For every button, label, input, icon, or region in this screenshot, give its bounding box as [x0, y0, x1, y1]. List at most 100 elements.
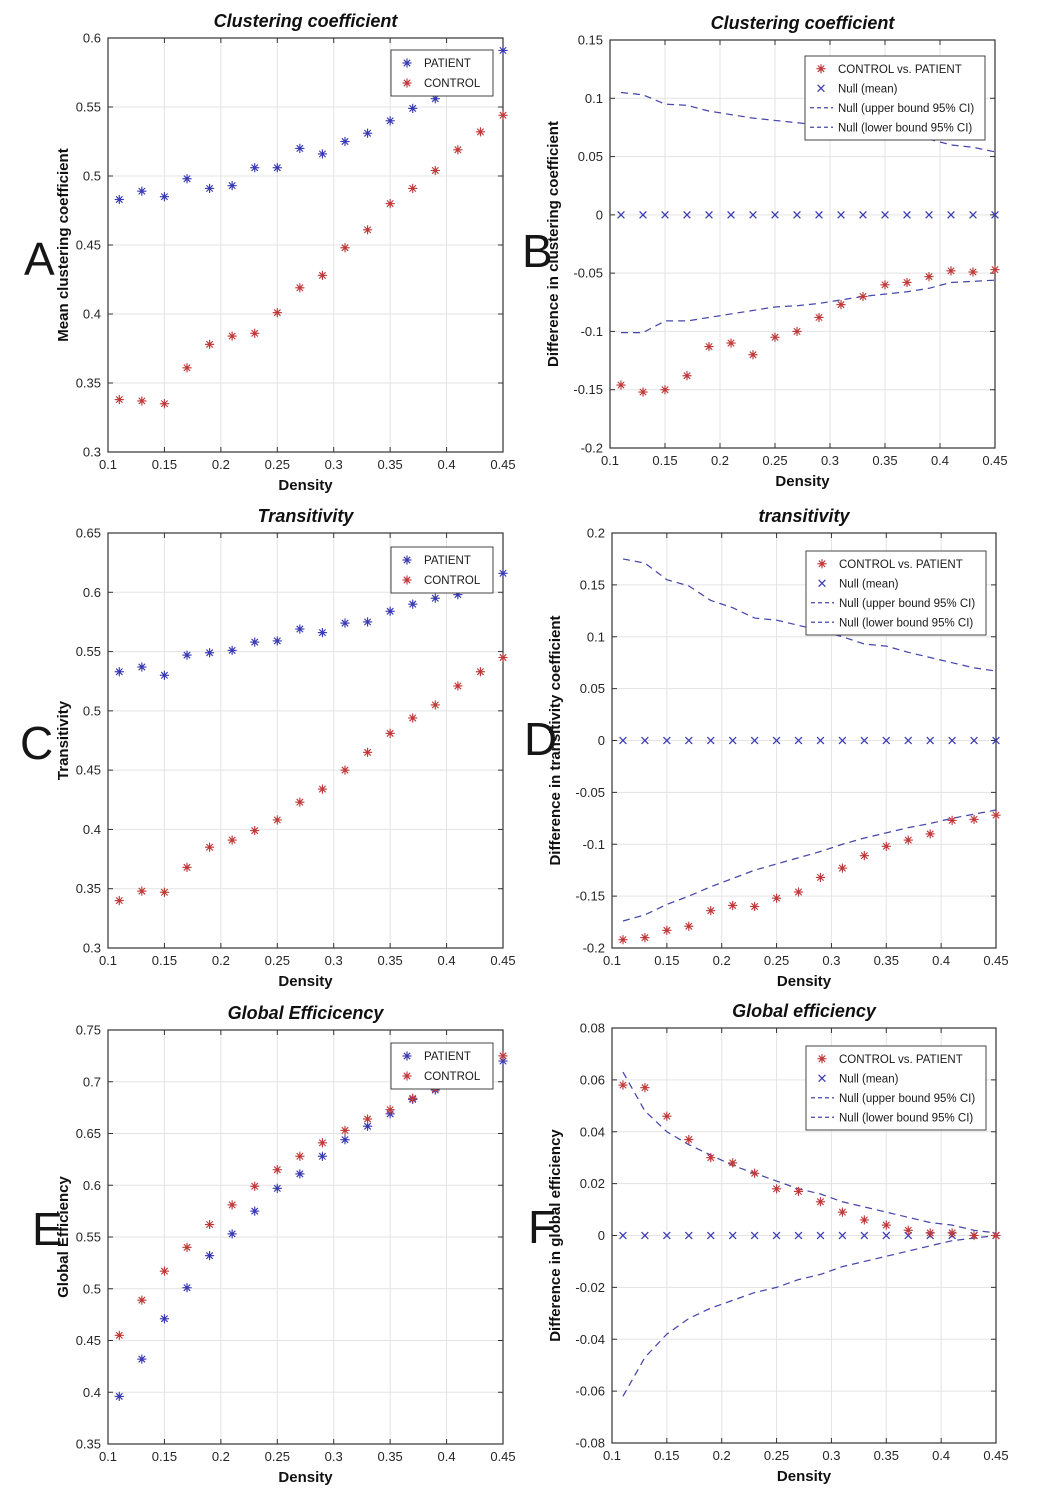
panel-f-global-efficiency-difference-chart: 0.1 0.15 0.2 0.25 0.3 0.35 0.4 0.45 -0.08 -0.06 -0… [547, 1001, 1009, 1485]
svg-text:CONTROL: CONTROL [424, 575, 481, 587]
svg-text:0.45: 0.45 [490, 953, 515, 968]
svg-text:0.4: 0.4 [83, 307, 101, 322]
svg-text:0.3: 0.3 [821, 453, 839, 468]
svg-text:CONTROL vs. PATIENT: CONTROL vs. PATIENT [839, 559, 963, 571]
svg-text:Density: Density [278, 477, 333, 494]
svg-text:0.35: 0.35 [76, 376, 101, 391]
panel-label-b: B [522, 225, 553, 277]
svg-text:0.45: 0.45 [982, 453, 1007, 468]
svg-text:Null (upper bound 95% CI): Null (upper bound 95% CI) [839, 1093, 975, 1105]
svg-text:0.1: 0.1 [603, 1448, 621, 1463]
svg-text:0.4: 0.4 [83, 822, 101, 837]
svg-text:0.2: 0.2 [711, 453, 729, 468]
svg-text:-0.05: -0.05 [573, 266, 603, 281]
svg-text:0.1: 0.1 [601, 453, 619, 468]
svg-text:0.4: 0.4 [931, 453, 949, 468]
svg-text:Null (mean): Null (mean) [839, 578, 899, 590]
svg-text:PATIENT: PATIENT [424, 1051, 471, 1063]
svg-text:0.45: 0.45 [490, 457, 515, 472]
svg-text:0.65: 0.65 [76, 1126, 101, 1141]
svg-text:0.2: 0.2 [713, 953, 731, 968]
svg-text:Mean clustering coefficient: Mean clustering coefficient [55, 148, 72, 341]
svg-text:CONTROL vs. PATIENT: CONTROL vs. PATIENT [838, 64, 962, 76]
svg-text:Density: Density [278, 1469, 333, 1486]
panel-label-f: F [528, 1201, 557, 1253]
svg-text:0.2: 0.2 [587, 526, 605, 541]
svg-text:0.25: 0.25 [265, 1449, 290, 1464]
svg-text:0.06: 0.06 [580, 1072, 605, 1087]
svg-text:0.3: 0.3 [325, 953, 343, 968]
svg-text:0.55: 0.55 [76, 644, 101, 659]
svg-text:CONTROL vs. PATIENT: CONTROL vs. PATIENT [839, 1054, 963, 1066]
svg-text:0.55: 0.55 [76, 1230, 101, 1245]
svg-text:0.5: 0.5 [83, 703, 101, 718]
svg-text:0.25: 0.25 [762, 453, 787, 468]
panel-label-a: A [24, 233, 55, 285]
svg-text:0.2: 0.2 [212, 953, 230, 968]
svg-text:Transitivity: Transitivity [55, 700, 72, 780]
svg-text:0.15: 0.15 [654, 953, 679, 968]
svg-text:0.5: 0.5 [83, 169, 101, 184]
svg-text:0.45: 0.45 [983, 953, 1008, 968]
svg-text:-0.05: -0.05 [575, 785, 605, 800]
svg-text:0.35: 0.35 [377, 457, 402, 472]
svg-text:0.35: 0.35 [872, 453, 897, 468]
svg-text:0.15: 0.15 [578, 33, 603, 48]
svg-text:0.3: 0.3 [325, 1449, 343, 1464]
panel-label-e: E [32, 1203, 63, 1255]
svg-text:0.3: 0.3 [822, 1448, 840, 1463]
svg-text:0.2: 0.2 [212, 457, 230, 472]
panel-c-transitivity-chart: 0.1 0.15 0.2 0.25 0.3 0.35 0.4 0.45 0.3 0.35 0.4 0.… [55, 506, 516, 990]
panel-a-clustering-coefficient-chart: 0.1 0.15 0.2 0.25 0.3 0.35 0.4 0.45 0.3 0.35 0.4 0.… [55, 11, 516, 494]
svg-text:0.04: 0.04 [580, 1124, 605, 1139]
svg-text:PATIENT: PATIENT [424, 555, 471, 567]
svg-text:transitivity: transitivity [758, 506, 850, 526]
svg-text:0.15: 0.15 [652, 453, 677, 468]
svg-text:0.15: 0.15 [152, 1449, 177, 1464]
svg-text:-0.02: -0.02 [575, 1280, 605, 1295]
svg-text:0.05: 0.05 [578, 149, 603, 164]
svg-text:0.1: 0.1 [585, 91, 603, 106]
svg-text:0.1: 0.1 [99, 457, 117, 472]
svg-text:0.25: 0.25 [265, 457, 290, 472]
svg-text:Null (mean): Null (mean) [839, 1073, 899, 1085]
svg-text:Global Efficicency: Global Efficicency [228, 1003, 385, 1023]
svg-text:0.45: 0.45 [983, 1448, 1008, 1463]
svg-text:Clustering coefficient: Clustering coefficient [711, 13, 896, 33]
svg-text:0.35: 0.35 [874, 953, 899, 968]
svg-text:Density: Density [775, 473, 830, 490]
svg-text:0.02: 0.02 [580, 1176, 605, 1191]
svg-text:0.2: 0.2 [713, 1448, 731, 1463]
svg-text:0.7: 0.7 [83, 1074, 101, 1089]
svg-text:0.4: 0.4 [932, 1448, 950, 1463]
svg-text:0.65: 0.65 [76, 526, 101, 541]
svg-text:-0.06: -0.06 [575, 1384, 605, 1399]
svg-text:0.3: 0.3 [822, 953, 840, 968]
svg-text:0.2: 0.2 [212, 1449, 230, 1464]
svg-text:0.4: 0.4 [438, 953, 456, 968]
svg-text:0.15: 0.15 [152, 457, 177, 472]
svg-text:0.15: 0.15 [152, 953, 177, 968]
svg-text:0.1: 0.1 [587, 629, 605, 644]
svg-text:PATIENT: PATIENT [424, 58, 471, 70]
svg-text:Difference in clustering coeff: Difference in clustering coefficient [545, 121, 562, 367]
svg-text:Null (lower bound 95% CI): Null (lower bound 95% CI) [838, 122, 972, 134]
panel-e-global-efficiency-chart: 0.1 0.15 0.2 0.25 0.3 0.35 0.4 0.45 0.35 0.4 0.45 0… [55, 1003, 516, 1486]
svg-text:0.75: 0.75 [76, 1023, 101, 1038]
svg-text:0: 0 [598, 733, 605, 748]
svg-text:0: 0 [596, 207, 603, 222]
svg-text:0.6: 0.6 [83, 31, 101, 46]
svg-text:0.6: 0.6 [83, 1178, 101, 1193]
svg-text:Null (lower bound 95% CI): Null (lower bound 95% CI) [839, 617, 973, 629]
svg-text:0: 0 [598, 1228, 605, 1243]
svg-text:Null (lower bound 95% CI): Null (lower bound 95% CI) [839, 1112, 973, 1124]
svg-text:0.35: 0.35 [76, 1437, 101, 1452]
svg-text:Transitivity: Transitivity [258, 506, 355, 526]
svg-text:0.45: 0.45 [76, 763, 101, 778]
svg-text:0.35: 0.35 [377, 953, 402, 968]
svg-text:0.25: 0.25 [764, 1448, 789, 1463]
svg-text:0.35: 0.35 [377, 1449, 402, 1464]
svg-text:Density: Density [278, 973, 333, 990]
svg-text:Null (upper bound 95% CI): Null (upper bound 95% CI) [838, 103, 974, 115]
svg-text:0.6: 0.6 [83, 585, 101, 600]
